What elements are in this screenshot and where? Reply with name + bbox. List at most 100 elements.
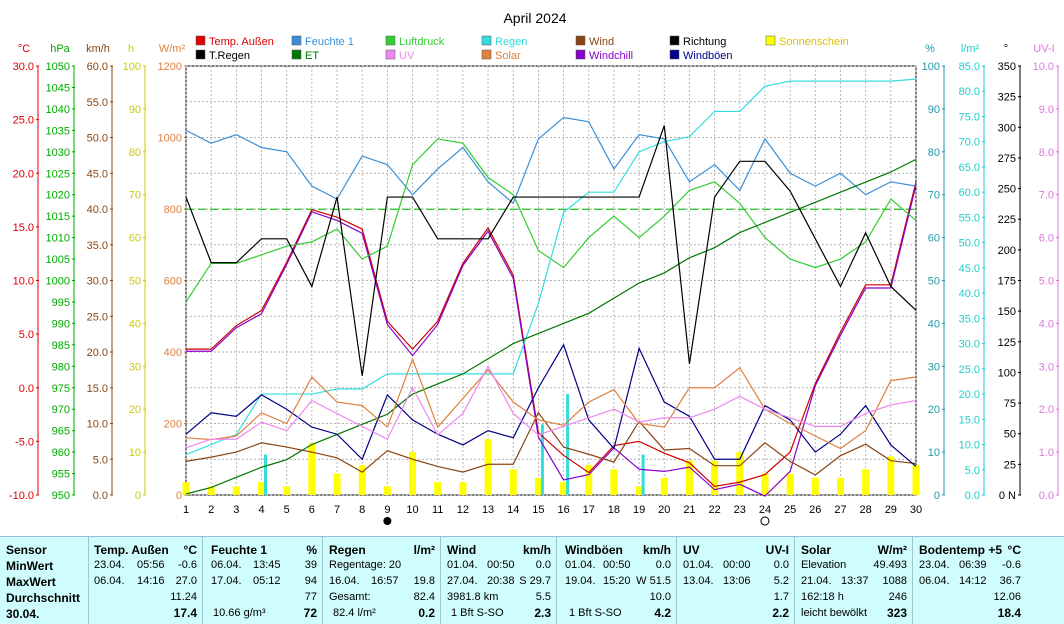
stats-table: Sensor MinWert MaxWert Durchschnitt 30.0… — [0, 536, 1064, 624]
legend-swatch — [669, 49, 680, 60]
press-axis-tick: 955 — [52, 469, 70, 481]
press-axis-tick: 1010 — [46, 233, 70, 245]
hum-axis-tick: 10 — [928, 447, 940, 459]
x-tick-label: 24 — [759, 504, 771, 516]
bar-sonnenschein — [434, 482, 442, 495]
col-gust: Windböen km/h 01.04. 00:50 0.0 19.04. 15… — [556, 537, 677, 624]
x-tick-label: 4 — [258, 504, 264, 516]
legend-label: Feuchte 1 — [305, 36, 354, 48]
legend-swatch — [385, 49, 396, 60]
chart-title: April 2024 — [503, 10, 566, 26]
dir-axis-tick: 100 — [998, 367, 1016, 379]
bar-sonnenschein — [358, 464, 366, 495]
uv-max-time: 13:06 — [723, 575, 751, 587]
press-axis-tick: 1035 — [46, 125, 70, 137]
uv-axis-tick: 9.0 — [1039, 104, 1054, 116]
rain-axis-tick: 75.0 — [959, 111, 980, 123]
press-axis-tick: 975 — [52, 383, 70, 395]
rain-axis-tick: 20.0 — [959, 389, 980, 401]
bar-sonnenschein — [383, 486, 391, 495]
bar-sonnenschein — [333, 473, 341, 495]
x-tick-label: 21 — [683, 504, 695, 516]
gust-max-time: 15:20 — [603, 575, 631, 587]
wind-min-time: 00:50 — [487, 559, 515, 571]
rain-axis-tick: 10.0 — [959, 440, 980, 452]
hum-axis-tick: 100 — [922, 61, 940, 73]
solar-axis-tick: 1200 — [158, 61, 182, 73]
rain-today: 0.2 — [418, 606, 435, 620]
rain-axis-tick: 5.0 — [965, 465, 980, 477]
sun-axis-tick: 10 — [129, 447, 141, 459]
press-axis-tick: 1025 — [46, 168, 70, 180]
rain-max-val: 19.8 — [413, 575, 435, 587]
press-axis-tick: 960 — [52, 447, 70, 459]
legend-swatch — [481, 49, 492, 60]
legend-swatch — [195, 35, 206, 46]
solar-axis-unit: W/m² — [159, 43, 186, 55]
sun-axis-tick: 50 — [129, 276, 141, 288]
col-solar: Solar W/m² Elevation 49.493 21.04. 13:37… — [794, 537, 913, 624]
temp-max-time: 14:16 — [137, 575, 165, 587]
press-axis-tick: 1040 — [46, 104, 70, 116]
rain-axis-tick: 50.0 — [959, 238, 980, 250]
temp-today: 17.4 — [173, 606, 197, 620]
solar-avg: 246 — [888, 591, 907, 603]
bar-sonnenschein — [711, 460, 719, 495]
soil-min-val: -0.6 — [1002, 559, 1021, 571]
press-axis-tick: 985 — [52, 340, 70, 352]
gust-unit: km/h — [642, 543, 671, 557]
soil-avg: 12.06 — [993, 591, 1021, 603]
gust-min-date: 01.04. — [565, 559, 596, 571]
dir-axis-tick: 250 — [998, 184, 1016, 196]
press-axis-tick: 1000 — [46, 276, 70, 288]
bar-sonnenschein — [887, 456, 895, 495]
series-line-windben — [185, 343, 917, 467]
hum-title: Feuchte 1 — [211, 543, 268, 557]
uv-min-val: 0.0 — [773, 559, 789, 571]
legend-swatch — [575, 35, 586, 46]
series-line-wind — [185, 411, 917, 476]
soil-today: 18.4 — [997, 606, 1021, 620]
bar-tregen — [566, 394, 570, 495]
legend-swatch — [481, 35, 492, 46]
legend-swatch — [291, 49, 302, 60]
bar-tregen — [264, 454, 268, 495]
dir-axis-tick: 300 — [998, 122, 1016, 134]
rain-unit: l/m² — [413, 543, 435, 557]
soil-max-time: 14:12 — [959, 575, 987, 587]
rain-axis-tick: 70.0 — [959, 137, 980, 149]
uv-axis-unit: UV-I — [1033, 43, 1054, 55]
bar-sonnenschein — [585, 464, 593, 495]
legend-label: Richtung — [683, 36, 726, 48]
wind-distance: 3981.8 km — [447, 591, 499, 603]
press-axis-tick: 1030 — [46, 147, 70, 159]
gust-max-date: 19.04. — [565, 575, 596, 587]
rain-axis-tick: 55.0 — [959, 212, 980, 224]
bar-sonnenschein — [912, 464, 920, 495]
x-tick-label: 18 — [608, 504, 620, 516]
legend-swatch — [291, 35, 302, 46]
solar-title: Solar — [801, 543, 832, 557]
sun-axis-tick: 90 — [129, 104, 141, 116]
temp-min-date: 23.04. — [94, 559, 125, 571]
bar-sonnenschein — [736, 452, 744, 495]
rain-title: Regen — [329, 543, 366, 557]
soil-unit: °C — [1007, 543, 1021, 557]
x-tick-label: 25 — [784, 504, 796, 516]
hum-axis-tick: 40 — [928, 318, 940, 330]
bar-sonnenschein — [308, 443, 316, 495]
solar-hours: 162:18 h — [801, 591, 844, 603]
hum-min-val: 39 — [304, 559, 317, 571]
wind-max-val: S 29.7 — [519, 575, 551, 587]
wind-axis-tick: 35.0 — [87, 240, 108, 252]
rain-axis-tick: 35.0 — [959, 313, 980, 325]
legend-label: Sonnenschein — [779, 36, 849, 48]
uv-axis-tick: 0.0 — [1039, 490, 1054, 502]
solar-max-val: 1088 — [882, 575, 907, 587]
x-tick-label: 23 — [734, 504, 746, 516]
temp-max-date: 06.04. — [94, 575, 125, 587]
wind-unit: km/h — [522, 543, 551, 557]
wind-max-time: 20:38 — [487, 575, 515, 587]
dir-axis-tick: 125 — [998, 337, 1016, 349]
solar-cond: leicht bewölkt — [801, 607, 868, 619]
